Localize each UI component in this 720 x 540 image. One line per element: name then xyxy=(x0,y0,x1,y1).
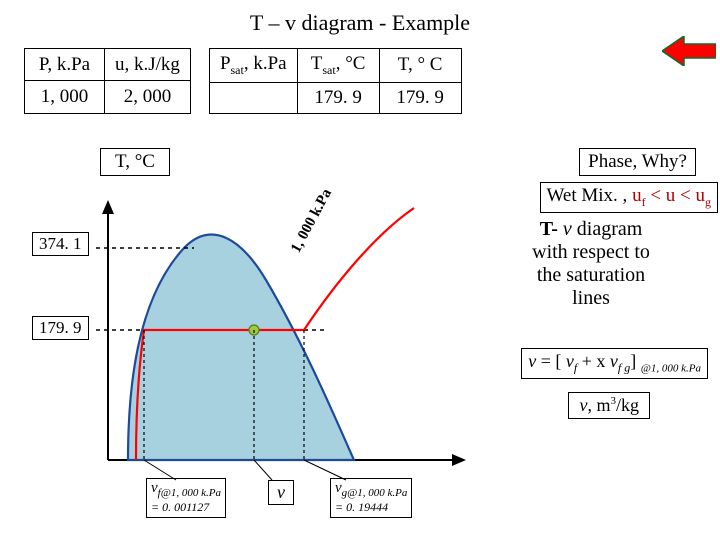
ng-val: = 0. 19444 xyxy=(335,500,388,514)
tv-diagram xyxy=(36,190,476,490)
f-nuf: ν xyxy=(566,351,574,371)
phase-label: Phase, Why? xyxy=(579,148,696,176)
wet-mix-label: Wet Mix. , uf < u < ug xyxy=(540,182,718,213)
page-title: T – v diagram - Example xyxy=(0,0,720,36)
nf-val: = 0. 001127 xyxy=(151,500,209,514)
note-l4: lines xyxy=(572,287,610,309)
ng-sym: ν xyxy=(335,480,342,496)
explain-note: T- ν diagram with respect to the saturat… xyxy=(486,218,696,310)
tbl2-c2: 179. 9 xyxy=(297,82,379,113)
saturation-table: Psat, k.Pa Tsat, °C T, ° C 179. 9 179. 9 xyxy=(209,48,462,114)
ng-note: νg@1, 000 k.Pa = 0. 19444 xyxy=(330,478,450,518)
nf-sym: ν xyxy=(151,480,158,496)
f-close: ] xyxy=(630,351,641,371)
tbl1-h1: P, k.Pa xyxy=(25,49,105,81)
tbl1-c1: 1, 000 xyxy=(25,81,105,113)
note-l3: the saturation xyxy=(537,264,645,286)
nu-value-box: ν xyxy=(268,480,294,505)
f-plus: + x xyxy=(577,351,610,371)
xlabel-nu: ν xyxy=(579,395,587,415)
tbl2-c3: 179. 9 xyxy=(379,82,461,113)
note-nu: ν xyxy=(563,218,572,240)
tbl2-h2: Tsat, °C xyxy=(297,49,379,83)
f-nug: ν xyxy=(610,351,618,371)
tbl1-h2: u, k.J/kg xyxy=(105,49,191,81)
tbl2-h3: T, ° C xyxy=(379,49,461,83)
f-at: @1, 000 k.Pa xyxy=(641,363,701,375)
note-l2: with respect to xyxy=(532,241,650,263)
left-arrow-icon xyxy=(662,36,716,71)
y-axis-label: T, °C xyxy=(100,148,170,176)
tbl2-c1 xyxy=(209,82,297,113)
f-gsub: f g xyxy=(618,361,630,375)
tables-row: P, k.Pa u, k.J/kg 1, 000 2, 000 Psat, k.… xyxy=(0,36,720,114)
wet-lead: Wet Mix. , xyxy=(547,185,633,206)
nv-sym: ν xyxy=(277,482,285,502)
wet-expr: uf < u < ug xyxy=(632,185,711,206)
nf-note: νf@1, 000 k.Pa = 0. 001127 xyxy=(146,478,266,518)
note-T: T- xyxy=(540,218,563,240)
formula-box: ν = [ νf + x νf g] @1, 000 k.Pa xyxy=(521,348,708,379)
f-eq: = [ xyxy=(536,351,566,371)
nf-sub: f@1, 000 k.Pa xyxy=(158,487,221,499)
note-l1c: diagram xyxy=(572,218,643,240)
input-table: P, k.Pa u, k.J/kg 1, 000 2, 000 xyxy=(24,48,191,114)
tbl1-c2: 2, 000 xyxy=(105,81,191,113)
ng-sub: g@1, 000 k.Pa xyxy=(342,487,408,499)
tbl2-h1: Psat, k.Pa xyxy=(209,49,297,83)
x-axis-label: ν, m3/kg xyxy=(568,392,650,419)
